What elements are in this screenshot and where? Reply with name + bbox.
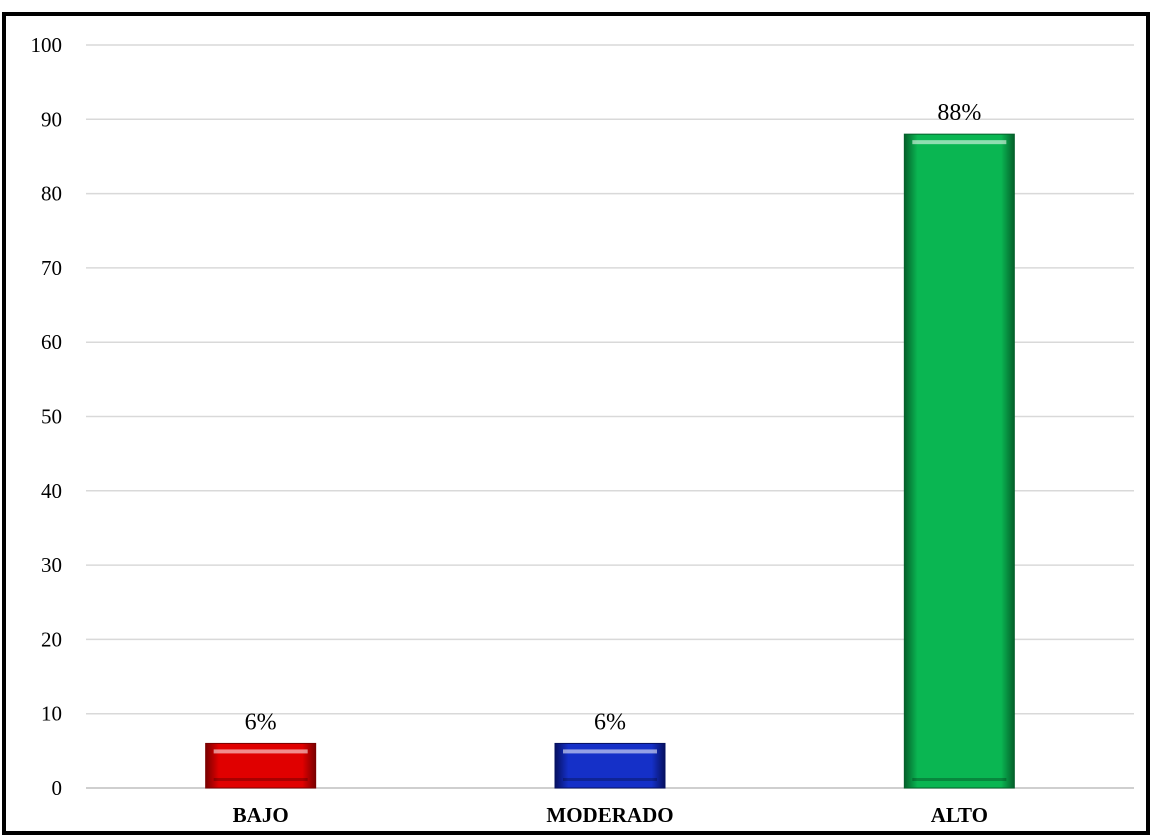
data-label: 6% (245, 709, 277, 735)
bar-top-highlight (213, 749, 308, 754)
bar-moderado (554, 742, 666, 789)
y-tick-label: 40 (41, 479, 62, 503)
data-label: 88% (937, 100, 981, 126)
bar-alto (903, 133, 1015, 789)
x-category-label: MODERADO (546, 803, 673, 827)
y-tick-label: 0 (52, 776, 63, 800)
y-tick-label: 10 (41, 702, 62, 726)
y-tick-label: 50 (41, 405, 62, 429)
y-tick-label: 80 (41, 182, 62, 206)
x-axis-categories: BAJO MODERADO ALTO (233, 803, 988, 827)
y-tick-label: 100 (31, 33, 63, 57)
bar-bottom-shade (563, 778, 657, 781)
bar-bajo (205, 742, 317, 789)
y-tick-label: 20 (41, 627, 62, 651)
y-tick-label: 90 (41, 107, 62, 131)
bar-bottom-shade (213, 778, 308, 781)
data-label: 6% (594, 709, 626, 735)
x-category-label: BAJO (233, 803, 289, 827)
y-tick-label: 70 (41, 256, 62, 280)
bar-top-highlight (563, 749, 657, 754)
y-axis-ticks: 0 10 20 30 40 50 60 70 80 90 100 (31, 33, 63, 800)
bar-top-highlight (912, 140, 1007, 145)
y-tick-label: 30 (41, 553, 62, 577)
bar-body (903, 133, 1015, 789)
bar-bottom-shade (912, 778, 1007, 781)
data-labels: 6% 6% 88% (245, 100, 982, 735)
bars (205, 133, 1015, 789)
x-category-label: ALTO (931, 803, 988, 827)
y-tick-label: 60 (41, 330, 62, 354)
